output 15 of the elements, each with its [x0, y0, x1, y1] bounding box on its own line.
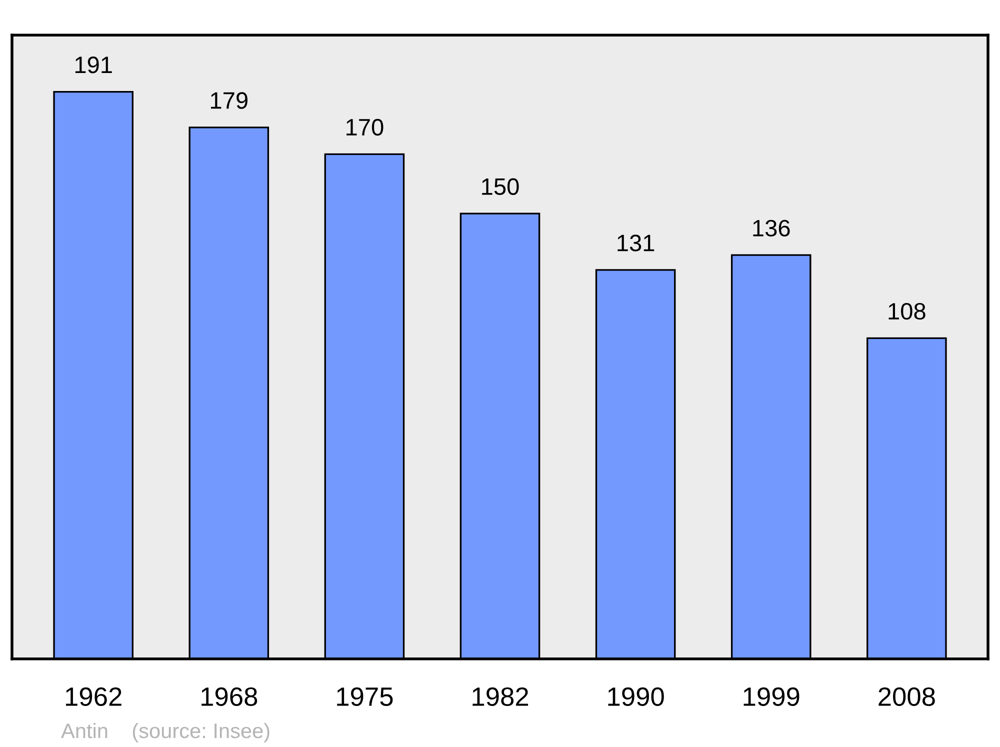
x-tick-label: 1968 — [202, 687, 258, 706]
text: Antin (source: Insee) — [61, 722, 270, 742]
data-label: 191 — [75, 56, 112, 74]
x-tick-label: 1990 — [608, 687, 664, 706]
x-tick-label: 1975 — [337, 687, 393, 706]
x-tick-label: 2008 — [878, 687, 935, 706]
data-label: 136 — [753, 220, 790, 237]
x-tick-label: 1962 — [66, 687, 122, 706]
x-tick-label: 1982 — [472, 687, 528, 706]
data-label: 150 — [482, 178, 519, 195]
data-label: 179 — [210, 92, 248, 109]
data-label: 170 — [346, 118, 384, 136]
x-tick-label: 1999 — [744, 687, 800, 706]
data-label: 131 — [618, 234, 654, 252]
data-label: 108 — [888, 302, 926, 320]
